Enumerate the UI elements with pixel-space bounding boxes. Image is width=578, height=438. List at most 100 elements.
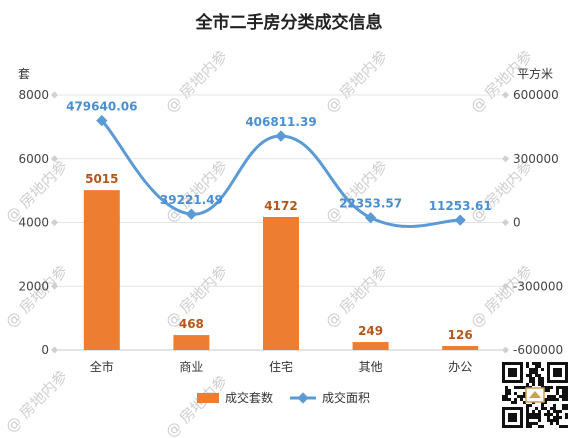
watermark-text: @ 房地内参 xyxy=(162,372,231,438)
qr-module xyxy=(553,407,556,410)
qr-module xyxy=(529,425,532,428)
qr-module xyxy=(505,392,508,395)
left-tick-label: 6000 xyxy=(18,152,49,166)
watermark-text: @ 房地内参 xyxy=(322,262,391,331)
qr-module xyxy=(517,395,520,398)
qr-module xyxy=(523,386,526,389)
qr-module xyxy=(553,398,556,401)
right-tick-mark xyxy=(501,346,510,354)
qr-module xyxy=(505,398,508,401)
qr-module xyxy=(553,410,556,413)
qr-logo-house xyxy=(529,391,541,398)
category-labels: 全市 商业 住宅 其他 办公 xyxy=(90,359,472,374)
left-tick-label: 0 xyxy=(41,343,49,357)
qr-module xyxy=(514,401,517,404)
qr-module xyxy=(559,416,562,419)
qr-module xyxy=(508,398,511,401)
qr-module xyxy=(538,362,541,365)
qr-module xyxy=(520,395,523,398)
bar-data-label: 4172 xyxy=(264,199,297,213)
qr-module xyxy=(553,395,556,398)
qr-module xyxy=(532,413,535,416)
chart-title: 全市二手房分类成交信息 xyxy=(195,12,383,33)
qr-module xyxy=(550,398,553,401)
qr-module xyxy=(538,365,541,368)
qr-module xyxy=(547,395,550,398)
qr-module xyxy=(547,419,550,422)
qr-module xyxy=(526,383,529,386)
qr-module xyxy=(538,413,541,416)
right-tick-mark xyxy=(501,282,510,290)
bar xyxy=(263,217,299,350)
qr-module xyxy=(553,404,556,407)
qr-module xyxy=(559,395,562,398)
watermark-text: @ 房地内参 xyxy=(322,157,391,226)
qr-module xyxy=(556,422,559,425)
qr-module xyxy=(526,362,529,365)
qr-module xyxy=(559,425,562,428)
qr-module xyxy=(562,425,565,428)
qr-module xyxy=(556,413,559,416)
qr-module xyxy=(538,419,541,422)
line-point xyxy=(185,208,198,220)
qr-module xyxy=(535,374,538,377)
qr-module xyxy=(547,389,550,392)
legend-swatch-marker xyxy=(297,392,309,404)
category-label: 住宅 xyxy=(269,359,293,374)
qr-module xyxy=(529,377,532,380)
bar xyxy=(173,335,210,350)
qr-module xyxy=(505,395,508,398)
bar-data-label: 126 xyxy=(448,328,473,342)
qr-module xyxy=(526,365,529,368)
right-tick-label: 600000 xyxy=(513,88,559,102)
qr-module xyxy=(544,413,547,416)
qr-module xyxy=(544,386,547,389)
qr-module xyxy=(544,401,547,404)
qr-finder xyxy=(508,413,517,422)
legend-label: 成交面积 xyxy=(322,390,370,405)
qr-module xyxy=(529,374,532,377)
qr-module xyxy=(532,380,535,383)
qr-module xyxy=(565,416,568,419)
bar-data-label: 249 xyxy=(358,324,383,338)
qr-module xyxy=(541,377,544,380)
qr-module xyxy=(556,410,559,413)
qr-module xyxy=(565,425,568,428)
right-tick-mark xyxy=(501,91,510,99)
left-tick-label: 2000 xyxy=(18,279,49,293)
qr-module xyxy=(511,401,514,404)
qr-code-icon xyxy=(500,360,570,430)
qr-module xyxy=(520,398,523,401)
qr-module xyxy=(538,425,541,428)
qr-module xyxy=(535,365,538,368)
qr-module xyxy=(535,416,538,419)
watermark-text: @ 房地内参 xyxy=(322,47,391,116)
qr-module xyxy=(538,374,541,377)
qr-finder xyxy=(553,368,562,377)
qr-module xyxy=(523,392,526,395)
qr-module xyxy=(526,419,529,422)
bar-series: 5015 468 4172 249 126 xyxy=(83,172,479,350)
qr-module xyxy=(502,398,505,401)
qr-module xyxy=(556,416,559,419)
qr-module xyxy=(526,413,529,416)
qr-module xyxy=(532,368,535,371)
watermark-text: @ 房地内参 xyxy=(162,47,231,116)
qr-module xyxy=(565,389,568,392)
qr-module xyxy=(535,371,538,374)
bar xyxy=(352,342,389,350)
right-tick-mark xyxy=(501,218,510,227)
qr-module xyxy=(565,386,568,389)
qr-module xyxy=(526,425,529,428)
qr-module xyxy=(565,392,568,395)
qr-module xyxy=(508,389,511,392)
qr-module xyxy=(526,416,529,419)
left-axis-unit: 套 xyxy=(18,67,30,81)
qr-module xyxy=(544,398,547,401)
qr-module xyxy=(562,389,565,392)
qr-module xyxy=(562,392,565,395)
line-data-label: 39221.49 xyxy=(160,193,223,207)
legend-swatch-bar xyxy=(197,393,219,403)
qr-module xyxy=(529,371,532,374)
qr-module xyxy=(502,395,505,398)
